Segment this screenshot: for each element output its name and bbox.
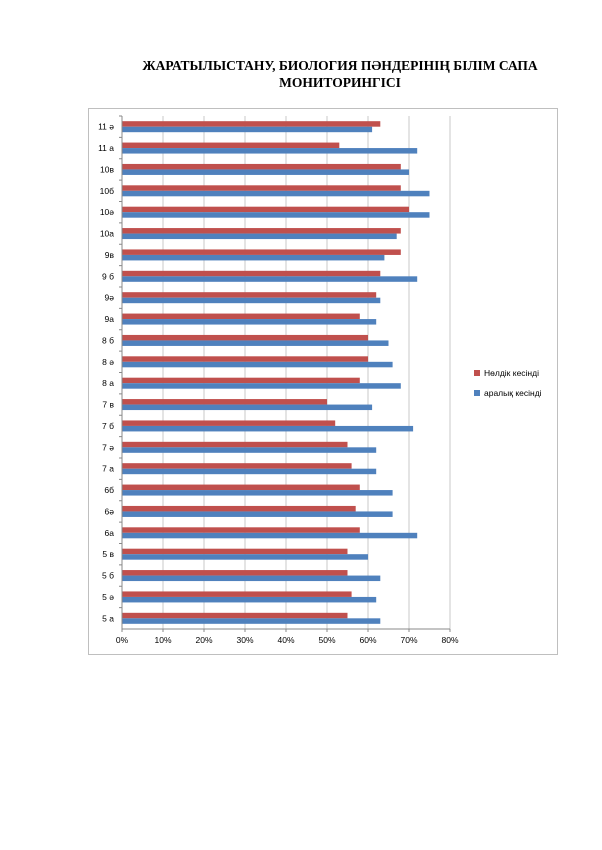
bar-interim-10 <box>122 340 389 346</box>
bar-interim-18 <box>122 511 393 517</box>
y-tick-label: 7 в <box>102 400 114 410</box>
bar-zero-9 <box>122 313 360 320</box>
y-tick-label: 8 ә <box>102 357 114 367</box>
x-tick-label: 70% <box>400 635 417 645</box>
legend-swatch <box>474 390 480 396</box>
bar-zero-3 <box>122 185 401 191</box>
bar-zero-8 <box>122 292 377 298</box>
y-tick-label: 6а <box>105 528 115 538</box>
bar-interim-22 <box>122 596 377 603</box>
legend-item-zero-cut: Нөлдік кесінді <box>474 363 542 383</box>
bar-interim-15 <box>122 447 377 453</box>
y-tick-label: 9в <box>105 250 115 260</box>
bar-zero-18 <box>122 505 356 512</box>
bar-interim-20 <box>122 554 368 560</box>
bar-interim-2 <box>122 169 409 175</box>
x-tick-label: 20% <box>195 635 212 645</box>
legend-label: Нөлдік кесінді <box>484 368 539 378</box>
legend-label: аралық кесінді <box>484 388 542 398</box>
bar-interim-4 <box>122 212 430 218</box>
x-tick-label: 50% <box>318 635 335 645</box>
bar-interim-17 <box>122 490 393 496</box>
bar-zero-16 <box>122 463 352 469</box>
bar-zero-20 <box>122 548 348 555</box>
bar-zero-22 <box>122 591 352 597</box>
legend-item-interim-cut: аралық кесінді <box>474 383 542 403</box>
y-tick-label: 5 в <box>102 549 114 559</box>
x-tick-label: 40% <box>277 635 294 645</box>
chart-title: ЖАРАТЫЛЫСТАНУ, БИОЛОГИЯ ПӘНДЕРІНІҢ БІЛІМ… <box>110 57 570 91</box>
x-tick-label: 0% <box>116 635 129 645</box>
y-tick-label: 6б <box>104 485 114 495</box>
bar-interim-14 <box>122 425 414 432</box>
y-tick-label: 8 б <box>102 335 114 345</box>
bar-zero-0 <box>122 121 381 127</box>
y-tick-label: 7 б <box>102 421 114 431</box>
y-tick-label: 10ә <box>100 207 114 217</box>
y-tick-label: 9а <box>105 314 115 324</box>
y-tick-label: 10а <box>100 229 114 239</box>
bar-zero-14 <box>122 420 336 426</box>
bar-interim-19 <box>122 532 418 539</box>
x-tick-label: 80% <box>441 635 458 645</box>
bar-interim-0 <box>122 126 373 133</box>
y-tick-label: 7 ә <box>102 442 114 452</box>
bar-zero-4 <box>122 206 409 213</box>
bar-zero-1 <box>122 142 340 149</box>
y-tick-label: 10в <box>100 164 114 174</box>
bar-zero-19 <box>122 527 360 533</box>
y-tick-label: 7 а <box>102 464 114 474</box>
bar-zero-10 <box>122 334 368 341</box>
y-tick-label: 11 а <box>98 143 114 153</box>
bar-zero-15 <box>122 441 348 448</box>
bar-interim-9 <box>122 319 377 325</box>
bar-interim-8 <box>122 297 381 304</box>
y-tick-label: 11 ә <box>98 122 114 132</box>
bar-interim-3 <box>122 190 430 197</box>
y-tick-label: 5 ә <box>102 592 114 602</box>
y-tick-label: 8 а <box>102 378 114 388</box>
bar-interim-21 <box>122 575 381 582</box>
bar-zero-21 <box>122 570 348 576</box>
bar-interim-12 <box>122 383 401 389</box>
bar-zero-5 <box>122 228 401 234</box>
y-tick-label: 10б <box>100 186 114 196</box>
bar-interim-7 <box>122 276 418 282</box>
bar-interim-6 <box>122 254 385 261</box>
bar-zero-6 <box>122 249 401 255</box>
bar-interim-5 <box>122 233 397 240</box>
y-tick-label: 5 б <box>102 571 114 581</box>
y-tick-label: 9 б <box>102 271 114 281</box>
bar-zero-2 <box>122 163 401 170</box>
x-tick-label: 60% <box>359 635 376 645</box>
bar-interim-23 <box>122 618 381 624</box>
bar-interim-11 <box>122 361 393 368</box>
bar-chart: 11 ә 11 а 10в 10б 10ә 10а 9в 9 б 9ә 9а 8 б 8 ә 8 а 7 … <box>98 115 459 645</box>
chart-legend: Нөлдік кесінді аралық кесінді <box>474 363 542 403</box>
bar-zero-23 <box>122 612 348 619</box>
y-tick-label: 9ә <box>105 293 115 303</box>
bar-interim-13 <box>122 404 373 411</box>
bar-zero-11 <box>122 356 368 362</box>
bar-interim-1 <box>122 148 418 154</box>
bar-zero-13 <box>122 399 327 405</box>
legend-swatch <box>474 370 480 376</box>
bar-zero-17 <box>122 484 360 491</box>
bar-interim-16 <box>122 468 377 475</box>
chart-frame: 11 ә 11 а 10в 10б 10ә 10а 9в 9 б 9ә 9а 8 б 8 ә 8 а 7 … <box>88 108 558 655</box>
y-tick-label: 5 а <box>102 613 114 623</box>
bar-zero-12 <box>122 377 360 384</box>
bar-zero-7 <box>122 270 381 277</box>
chart-title-line-1: ЖАРАТЫЛЫСТАНУ, БИОЛОГИЯ ПӘНДЕРІНІҢ БІЛІМ… <box>142 58 538 73</box>
x-tick-label: 30% <box>236 635 253 645</box>
chart-title-line-2: МОНИТОРИНГІСІ <box>279 75 401 90</box>
y-tick-label: 6ә <box>105 506 115 516</box>
x-tick-label: 10% <box>154 635 171 645</box>
